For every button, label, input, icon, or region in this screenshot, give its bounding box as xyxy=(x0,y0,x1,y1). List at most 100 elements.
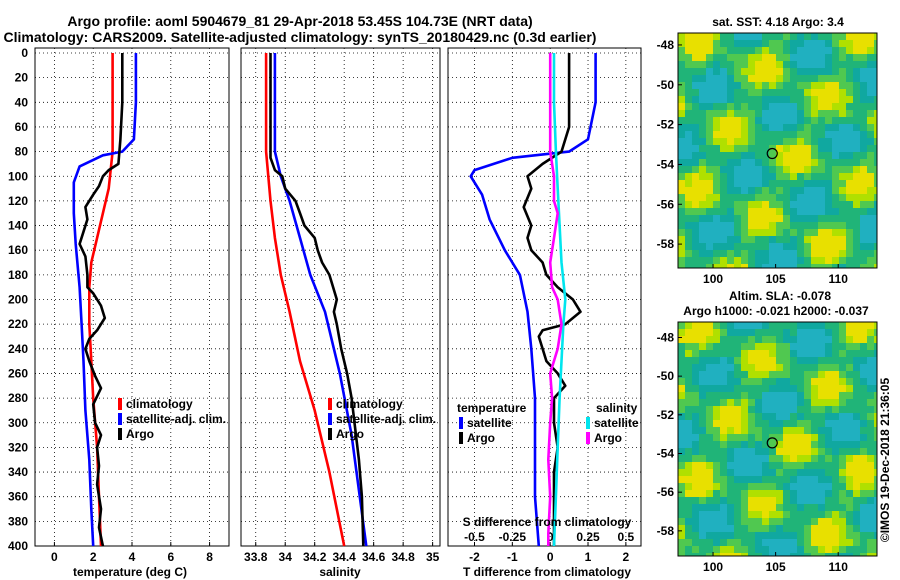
map-cell xyxy=(692,166,699,173)
map-cell xyxy=(832,75,839,82)
map-cell xyxy=(734,497,741,504)
map-cell xyxy=(832,145,839,152)
map-cell xyxy=(867,229,874,236)
map-cell xyxy=(790,159,797,166)
map-cell xyxy=(776,264,783,268)
map-cell xyxy=(832,483,839,490)
map-cell xyxy=(692,357,699,364)
map-cell xyxy=(867,553,874,556)
map-cell xyxy=(692,201,699,208)
map-cell xyxy=(762,357,769,364)
map-cell xyxy=(727,322,734,329)
map-cell xyxy=(832,166,839,173)
map-cell xyxy=(832,406,839,413)
map-cell xyxy=(769,33,776,40)
map-cell xyxy=(818,553,825,556)
map-cell xyxy=(755,350,762,357)
map-cell xyxy=(741,434,748,441)
map-cell xyxy=(832,329,839,336)
map-cell xyxy=(811,371,818,378)
map-cell xyxy=(867,152,874,159)
map-cell xyxy=(720,322,727,329)
map-cell xyxy=(699,553,706,556)
map-cell xyxy=(678,75,685,82)
map-cell xyxy=(685,406,692,413)
map-cell xyxy=(818,82,825,89)
map-cell xyxy=(846,511,853,518)
map-cell xyxy=(804,476,811,483)
map-cell xyxy=(741,476,748,483)
map-cell xyxy=(762,539,769,546)
map-cell xyxy=(860,187,867,194)
map-cell xyxy=(713,336,720,343)
map-cell xyxy=(860,145,867,152)
map-cell xyxy=(755,427,762,434)
map-cell xyxy=(853,250,860,257)
map-cell xyxy=(860,532,867,539)
map-cell xyxy=(706,364,713,371)
map-cell xyxy=(678,215,685,222)
map-cell xyxy=(748,329,755,336)
map-cell xyxy=(678,131,685,138)
legend-swatch xyxy=(328,413,332,425)
map-cell xyxy=(706,138,713,145)
map-cell xyxy=(818,336,825,343)
map-cell xyxy=(853,47,860,54)
map-cell xyxy=(797,89,804,96)
legend-swatch xyxy=(459,432,463,444)
map-cell xyxy=(727,336,734,343)
map-cell xyxy=(832,33,839,40)
map-cell xyxy=(846,145,853,152)
map-cell xyxy=(720,455,727,462)
map-cell xyxy=(720,54,727,61)
map-cell xyxy=(804,173,811,180)
map-cell xyxy=(741,229,748,236)
map-cell xyxy=(860,546,867,553)
map-cell xyxy=(804,180,811,187)
map-cell xyxy=(867,89,874,96)
map-cell xyxy=(741,208,748,215)
map-cell xyxy=(699,434,706,441)
map-cell xyxy=(713,236,720,243)
map-cell xyxy=(699,392,706,399)
map-cell xyxy=(853,553,860,556)
map-cell xyxy=(720,385,727,392)
map-cell xyxy=(867,490,874,497)
map-cell xyxy=(797,194,804,201)
map-cell xyxy=(846,152,853,159)
map-cell xyxy=(818,40,825,47)
map-cell xyxy=(755,40,762,47)
map-cell xyxy=(769,546,776,553)
map-cell xyxy=(790,427,797,434)
map-cell xyxy=(846,476,853,483)
map-cell xyxy=(769,322,776,329)
map-cell xyxy=(685,413,692,420)
map-cell xyxy=(825,371,832,378)
map-cell xyxy=(755,89,762,96)
map-cell xyxy=(678,427,685,434)
map-cell xyxy=(874,350,877,357)
map-cell xyxy=(741,33,748,40)
map-cell xyxy=(685,159,692,166)
map-cell xyxy=(692,243,699,250)
map-cell xyxy=(727,47,734,54)
map-cell xyxy=(839,103,846,110)
map-cell xyxy=(874,469,877,476)
map-cell xyxy=(706,201,713,208)
map-cell xyxy=(783,413,790,420)
map-cell xyxy=(853,229,860,236)
map-cell xyxy=(755,250,762,257)
map-cell xyxy=(839,208,846,215)
map-cell xyxy=(692,504,699,511)
map-cell xyxy=(839,504,846,511)
map-cell xyxy=(853,89,860,96)
map-cell xyxy=(846,124,853,131)
map-cell xyxy=(706,322,713,329)
map-cell xyxy=(720,476,727,483)
map-cell xyxy=(804,553,811,556)
map-cell xyxy=(706,243,713,250)
map-cell xyxy=(818,201,825,208)
map-cell xyxy=(783,194,790,201)
map-cell xyxy=(797,546,804,553)
map-cell xyxy=(755,525,762,532)
